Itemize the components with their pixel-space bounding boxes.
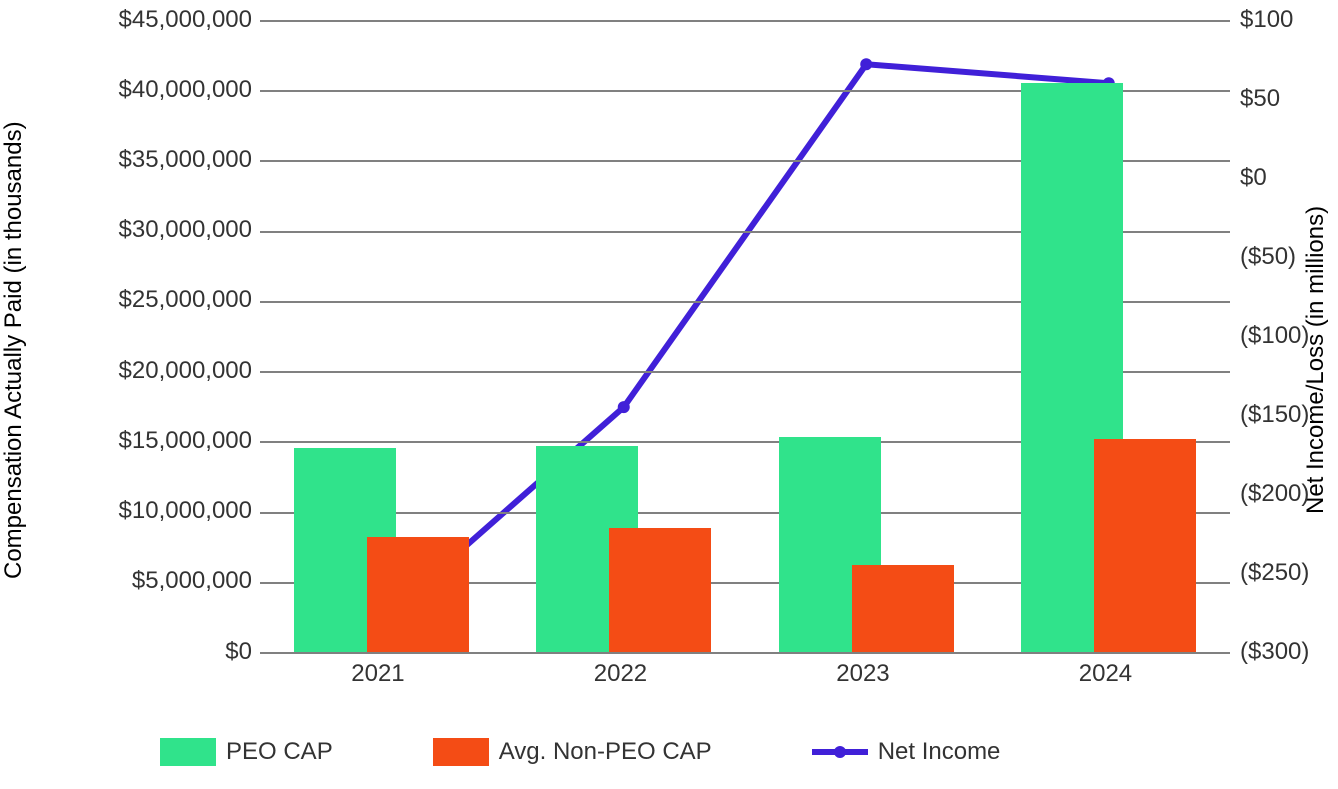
x-tick-label: 2023 (836, 660, 889, 688)
legend: PEO CAP Avg. Non-PEO CAP Net Income (160, 738, 1000, 766)
legend-swatch (433, 738, 489, 766)
x-tick-label: 2021 (351, 660, 404, 688)
x-tick-label: 2024 (1079, 660, 1132, 688)
y2-tick-label: ($200) (1240, 480, 1309, 508)
legend-label: Net Income (878, 738, 1001, 766)
chart-container: Compensation Actually Paid (in thousands… (0, 0, 1338, 789)
bar-avg.-non-peo-cap (1094, 439, 1196, 652)
legend-item: Avg. Non-PEO CAP (433, 738, 712, 766)
gridline (260, 652, 1230, 654)
bar-avg.-non-peo-cap (852, 565, 954, 652)
y2-tick-label: ($100) (1240, 322, 1309, 350)
y1-tick-label: $30,000,000 (119, 216, 252, 244)
line-net-income (381, 64, 1109, 620)
y1-tick-label: $5,000,000 (132, 567, 252, 595)
y1-tick-label: $25,000,000 (119, 286, 252, 314)
y2-axis-title: Net Income/Loss (in millions) (1302, 100, 1338, 620)
y1-tick-label: $40,000,000 (119, 76, 252, 104)
legend-item: PEO CAP (160, 738, 333, 766)
y2-tick-label: ($50) (1240, 243, 1296, 271)
y1-tick-label: $10,000,000 (119, 497, 252, 525)
y1-tick-label: $15,000,000 (119, 427, 252, 455)
y2-tick-label: ($150) (1240, 401, 1309, 429)
bar-avg.-non-peo-cap (367, 537, 469, 652)
y2-tick-label: $100 (1240, 6, 1293, 34)
marker-net-income (618, 401, 630, 413)
y2-tick-label: ($250) (1240, 559, 1309, 587)
y1-tick-label: $0 (225, 638, 252, 666)
plot-area (260, 20, 1230, 652)
bar-avg.-non-peo-cap (609, 528, 711, 652)
y2-tick-label: $0 (1240, 164, 1267, 192)
y1-tick-label: $20,000,000 (119, 357, 252, 385)
legend-item: Net Income (812, 738, 1001, 766)
legend-line-icon (812, 738, 868, 766)
legend-swatch (160, 738, 216, 766)
legend-label: PEO CAP (226, 738, 333, 766)
y1-axis-title: Compensation Actually Paid (in thousands… (0, 40, 36, 660)
legend-label: Avg. Non-PEO CAP (499, 738, 712, 766)
gridline (260, 20, 1230, 22)
x-tick-label: 2022 (594, 660, 647, 688)
y1-tick-label: $45,000,000 (119, 6, 252, 34)
marker-net-income (860, 58, 872, 70)
y1-tick-label: $35,000,000 (119, 146, 252, 174)
y2-tick-label: $50 (1240, 85, 1280, 113)
y2-tick-label: ($300) (1240, 638, 1309, 666)
